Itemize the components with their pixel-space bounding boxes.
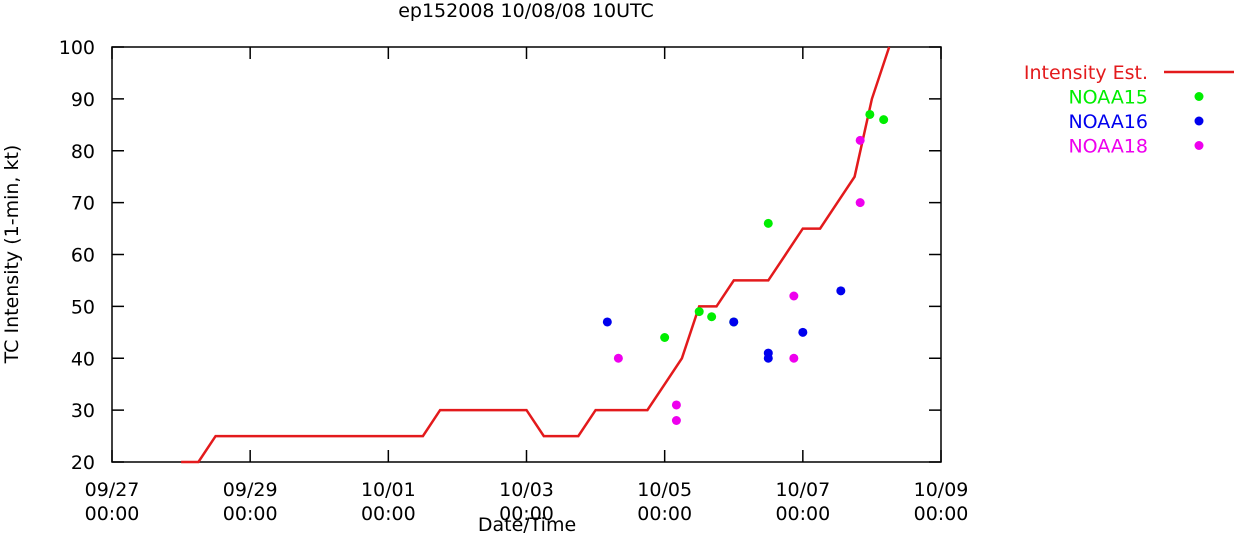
noaa15-point xyxy=(763,218,773,228)
noaa16-point xyxy=(798,327,808,337)
noaa18-point xyxy=(789,291,799,301)
y-tick-label: 80 xyxy=(71,141,95,163)
noaa16-point xyxy=(602,317,612,327)
noaa16-point xyxy=(763,353,773,363)
legend-point-swatch xyxy=(1194,92,1204,101)
y-tick-label: 100 xyxy=(59,37,95,59)
x-tick-label-time: 00:00 xyxy=(85,503,140,525)
legend-label: NOAA18 xyxy=(1068,136,1148,158)
x-tick-label-date: 10/03 xyxy=(499,479,554,501)
x-axis-label: Date/Time xyxy=(478,514,576,533)
x-tick-label-time: 00:00 xyxy=(361,503,416,525)
y-axis-label: TC Intensity (1-min, kt) xyxy=(1,145,23,365)
x-tick-label-time: 00:00 xyxy=(914,503,969,525)
noaa15-point xyxy=(694,307,704,317)
noaa18-point xyxy=(855,198,865,208)
plot-area xyxy=(181,46,891,464)
noaa15-point xyxy=(707,312,717,322)
y-tick-label: 50 xyxy=(71,296,95,318)
intensity-est-line xyxy=(181,46,891,464)
noaa15-point xyxy=(865,109,875,119)
x-tick-label-date: 10/09 xyxy=(914,479,969,501)
plot-frame xyxy=(111,46,942,463)
x-tick-label-time: 00:00 xyxy=(637,503,692,525)
noaa18-point xyxy=(613,353,623,363)
x-tick-label-date: 09/29 xyxy=(223,479,278,501)
legend-point-swatch xyxy=(1194,116,1204,126)
noaa15-point xyxy=(879,115,889,125)
noaa18-point xyxy=(671,416,681,425)
x-tick-label-time: 00:00 xyxy=(775,503,830,525)
y-tick-label: 70 xyxy=(71,193,95,215)
y-axis: 20 30 40 50 60 70 80 90 100 xyxy=(59,37,941,474)
x-tick-label-date: 09/27 xyxy=(85,479,140,501)
x-tick-label-date: 10/07 xyxy=(775,479,830,501)
legend-point-swatch xyxy=(1194,141,1204,150)
noaa18-point xyxy=(671,400,681,410)
x-tick-label-date: 10/05 xyxy=(637,479,692,501)
y-tick-label: 30 xyxy=(71,400,95,422)
noaa18-point xyxy=(789,353,799,363)
x-tick-label-time: 00:00 xyxy=(499,503,554,525)
y-tick-label: 90 xyxy=(71,89,95,111)
noaa16-point xyxy=(836,286,846,296)
x-tick-label-date: 10/01 xyxy=(361,479,416,501)
noaa18-point xyxy=(855,135,865,145)
legend-label: Intensity Est. xyxy=(1024,62,1148,84)
noaa15-point xyxy=(660,333,670,342)
noaa16-point xyxy=(729,317,739,327)
chart-title: ep152008 10/08/08 10UTC xyxy=(398,0,654,22)
y-tick-label: 40 xyxy=(71,348,95,370)
y-tick-label: 60 xyxy=(71,245,95,267)
legend-label: NOAA16 xyxy=(1068,111,1148,133)
legend-label: NOAA15 xyxy=(1068,87,1148,109)
x-tick-label-time: 00:00 xyxy=(223,503,278,525)
x-axis: 09/2700:0009/2900:0010/0100:0010/0300:00… xyxy=(85,47,969,525)
y-tick-label: 20 xyxy=(71,452,95,474)
